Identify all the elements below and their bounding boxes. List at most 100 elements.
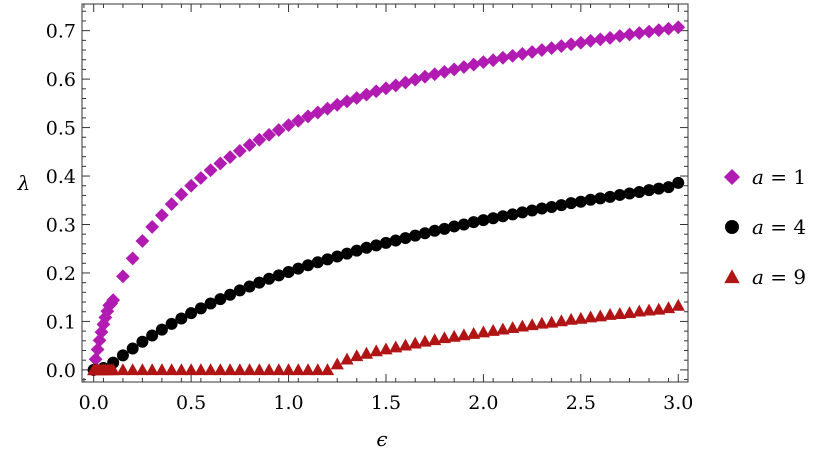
data-point: [100, 304, 115, 319]
x-tick-label: 2.0: [468, 392, 498, 414]
data-point: [242, 363, 257, 376]
data-series: [86, 20, 686, 377]
x-axis-label: ϵ: [376, 427, 387, 451]
data-point: [428, 224, 441, 237]
data-point: [92, 333, 107, 348]
data-point: [457, 218, 470, 231]
data-point: [126, 342, 139, 355]
data-point: [350, 349, 364, 362]
data-point: [233, 363, 247, 376]
plot-frame-rect: [81, 3, 689, 383]
data-point: [535, 316, 549, 329]
series-triangle: [87, 298, 685, 376]
x-tick-label: 0.0: [79, 392, 109, 414]
data-point: [671, 298, 685, 311]
legend-label: a = 4: [752, 215, 806, 239]
data-point: [574, 195, 587, 208]
legend-variable: a: [752, 215, 764, 239]
data-point: [224, 288, 237, 301]
data-point: [184, 178, 199, 193]
data-point: [603, 31, 617, 45]
data-point: [398, 338, 413, 351]
data-point: [125, 251, 140, 266]
legend-value: = 9: [764, 265, 806, 289]
data-point: [194, 363, 208, 376]
y-tick-label: 0.5: [46, 118, 76, 140]
data-point: [282, 265, 295, 278]
legend-label: a = 1: [752, 165, 806, 189]
data-point: [90, 342, 105, 357]
data-point: [466, 57, 481, 72]
legend-marker-circle: [725, 220, 739, 234]
data-point: [428, 333, 442, 346]
data-point: [632, 26, 647, 40]
data-point: [174, 187, 189, 202]
data-point: [476, 55, 491, 70]
data-point: [418, 334, 432, 347]
y-tick-label: 0.1: [46, 311, 76, 333]
data-point: [506, 208, 519, 221]
data-point: [613, 188, 626, 201]
data-point: [467, 326, 481, 339]
data-point: [350, 244, 363, 257]
data-point: [330, 357, 344, 370]
data-point: [661, 301, 676, 314]
axis-ticks: [82, 4, 689, 382]
data-point: [263, 272, 276, 285]
data-point: [652, 302, 666, 315]
data-point: [525, 45, 540, 59]
x-tick-label: 1.0: [273, 392, 303, 414]
data-point: [652, 182, 665, 195]
y-tick-label: 0.0: [46, 360, 76, 382]
data-point: [252, 363, 266, 376]
data-point: [321, 253, 334, 266]
data-point: [622, 27, 637, 42]
data-point: [448, 220, 461, 233]
data-point: [252, 132, 267, 147]
x-tick-label: 0.5: [176, 392, 206, 414]
y-tick-label: 0.3: [46, 215, 76, 237]
data-point: [106, 293, 121, 307]
data-point: [291, 113, 306, 128]
x-tick-label: 1.5: [371, 392, 401, 414]
data-point: [554, 314, 568, 327]
data-point: [203, 163, 218, 178]
y-tick-label: 0.6: [46, 69, 76, 91]
data-point: [389, 340, 403, 353]
data-point: [165, 317, 178, 330]
data-point: [642, 303, 656, 316]
data-point: [662, 181, 675, 194]
legend-variable: a: [752, 165, 764, 189]
data-point: [437, 331, 452, 344]
legend: a = 1a = 4a = 9: [723, 165, 806, 289]
data-point: [545, 201, 558, 214]
data-point: [185, 307, 198, 320]
data-point: [184, 363, 198, 376]
data-point: [164, 197, 179, 212]
data-point: [604, 190, 617, 203]
legend-value: = 1: [764, 165, 806, 189]
series-diamond: [86, 20, 686, 377]
data-point: [447, 62, 462, 77]
data-point: [311, 256, 324, 269]
data-point: [544, 41, 559, 55]
data-point: [281, 363, 296, 376]
data-point: [88, 352, 103, 367]
data-point: [593, 32, 608, 47]
data-point: [565, 197, 578, 210]
data-point: [496, 210, 509, 223]
legend-value: = 4: [764, 215, 806, 239]
data-point: [418, 69, 432, 84]
legend-marker-diamond: [723, 168, 741, 186]
x-tick-label: 2.5: [566, 392, 596, 414]
data-point: [369, 344, 383, 357]
data-point: [564, 312, 578, 325]
data-point: [476, 325, 491, 338]
data-point: [555, 199, 568, 212]
data-point: [116, 269, 130, 284]
data-point: [330, 97, 345, 112]
series-circle: [87, 176, 685, 376]
data-point: [341, 247, 354, 260]
legend-label: a = 9: [752, 265, 806, 289]
